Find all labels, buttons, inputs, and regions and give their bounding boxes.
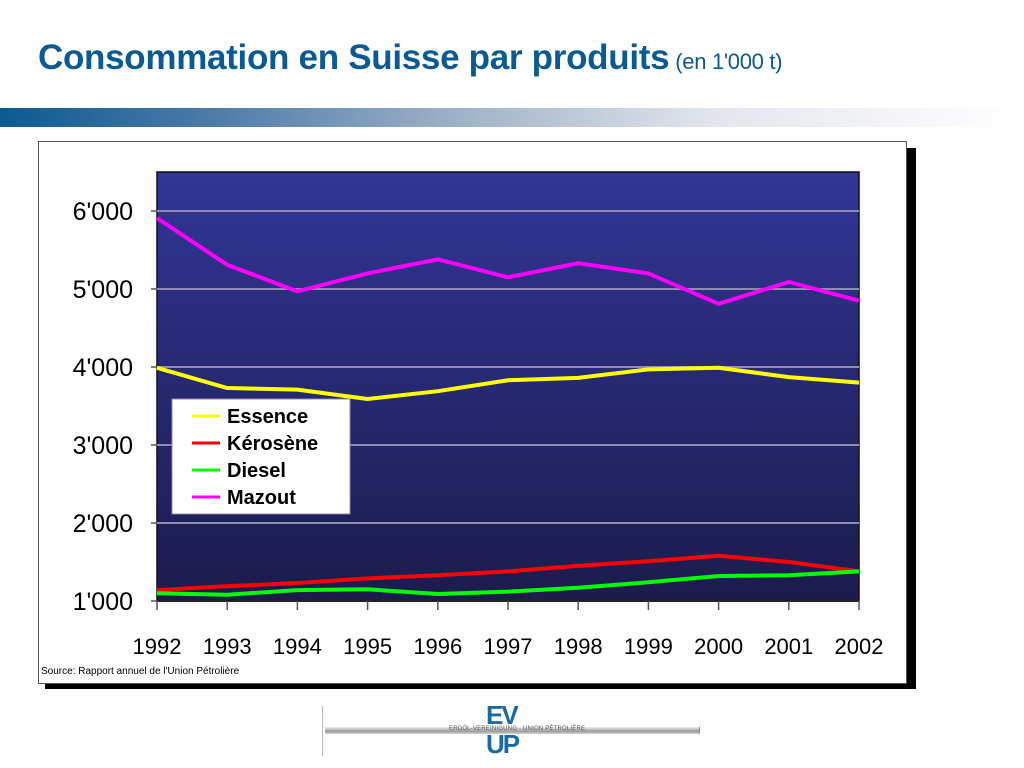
title-unit: (en 1'000 t)	[675, 49, 783, 74]
series-lines	[155, 216, 860, 597]
source-note: Source: Rapport annuel de l'Union Pétrol…	[41, 666, 240, 677]
header-gradient-band	[0, 108, 1024, 127]
x-tick-label: 1998	[554, 634, 603, 659]
x-tick-label: 1992	[133, 634, 182, 659]
y-tick-label: 2'000	[73, 510, 133, 538]
legend-label: Diesel	[227, 460, 286, 482]
x-tick-label: 2002	[835, 634, 884, 659]
x-tick-label: 2001	[764, 634, 813, 659]
y-tick-label: 6'000	[73, 198, 133, 226]
x-tick-label: 2000	[694, 634, 743, 659]
series-line-kerosene	[156, 553, 860, 593]
logo-bar	[325, 727, 700, 734]
series-line-essence	[156, 365, 860, 401]
ev-up-logo: ERDÖL-VEREINIGUNG · UNION PÉTROLIÈRE EV …	[322, 700, 700, 759]
logo-divider	[322, 706, 323, 756]
page-title: Consommation en Suisse par produits (en 1…	[38, 38, 783, 78]
y-tick-label: 5'000	[73, 276, 133, 304]
title-main: Consommation en Suisse par produits	[38, 38, 670, 77]
logo-ev: EV	[486, 700, 519, 730]
x-tick-label: 1995	[343, 634, 392, 659]
y-tick-label: 4'000	[73, 354, 133, 382]
y-axis: 1'000 2'000 3'000 4'000 5'000 6'000	[73, 198, 157, 616]
plot-area	[156, 171, 860, 602]
y-tick-label: 1'000	[73, 588, 133, 616]
x-tick-label: 1994	[273, 634, 322, 659]
logo-up: UP	[486, 729, 520, 759]
x-tick-label: 1997	[484, 634, 533, 659]
legend: Essence Kérosène Diesel Mazout	[171, 398, 351, 515]
x-tick-label: 1999	[624, 634, 673, 659]
legend-box	[171, 398, 351, 515]
legend-label: Kérosène	[227, 433, 318, 455]
series-line-mazout	[155, 216, 860, 306]
x-tick-label: 1993	[203, 634, 252, 659]
y-tick-label: 3'000	[73, 432, 133, 460]
x-axis: 1992 1993 1994 1995 1996 1997 1998 1999 2000 2001…	[133, 600, 884, 659]
legend-label: Essence	[227, 406, 308, 428]
logo-bar-text: ERDÖL-VEREINIGUNG · UNION PÉTROLIÈRE	[449, 726, 586, 732]
legend-label: Mazout	[227, 487, 296, 509]
x-tick-label: 1996	[413, 634, 462, 659]
series-line-diesel	[156, 569, 860, 597]
